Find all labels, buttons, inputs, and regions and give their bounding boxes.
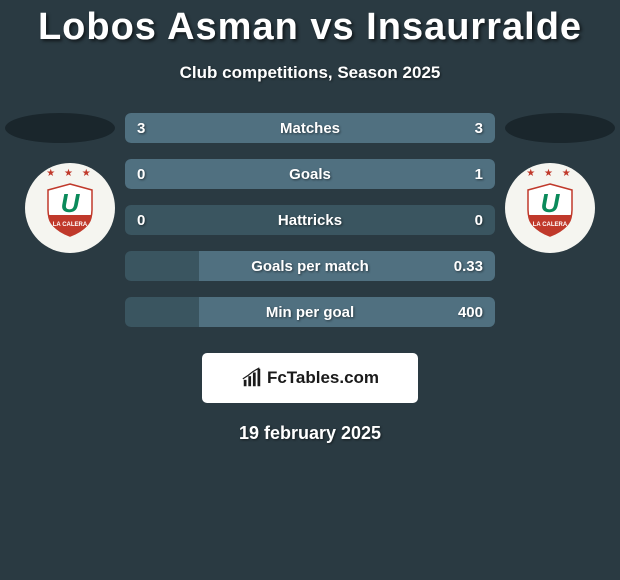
date-label: 19 february 2025	[0, 423, 620, 444]
stat-value-right: 1	[475, 166, 483, 183]
stat-row: 0Goals1	[125, 159, 495, 189]
stat-label: Goals per match	[125, 258, 495, 275]
stat-row: Min per goal400	[125, 297, 495, 327]
stat-label: Matches	[125, 120, 495, 137]
stat-value-right: 400	[458, 304, 483, 321]
svg-text:U: U	[61, 188, 81, 218]
stat-label: Goals	[125, 166, 495, 183]
stat-value-right: 0	[475, 212, 483, 229]
stat-value-right: 0.33	[454, 258, 483, 275]
logo-right-stars: ★ ★ ★	[514, 168, 586, 179]
logo-left-shield: U LA CALERA	[42, 182, 98, 238]
branding-text: FcTables.com	[267, 368, 379, 388]
logo-left-inner: ★ ★ ★ U LA CALERA	[34, 172, 106, 244]
shield-icon: U LA CALERA	[522, 182, 578, 238]
stat-row: 0Hattricks0	[125, 205, 495, 235]
svg-text:LA CALERA: LA CALERA	[53, 222, 88, 228]
shield-icon: U LA CALERA	[42, 182, 98, 238]
logo-right-inner: ★ ★ ★ U LA CALERA	[514, 172, 586, 244]
team-logo-right: ★ ★ ★ U LA CALERA	[505, 163, 595, 253]
page-title: Lobos Asman vs Insaurralde	[0, 6, 620, 49]
chart-icon	[241, 367, 263, 389]
page-subtitle: Club competitions, Season 2025	[0, 63, 620, 83]
stat-label: Hattricks	[125, 212, 495, 229]
svg-text:LA CALERA: LA CALERA	[533, 222, 568, 228]
logo-left-stars: ★ ★ ★	[34, 168, 106, 179]
shadow-right	[505, 113, 615, 143]
stat-row: 3Matches3	[125, 113, 495, 143]
stat-value-right: 3	[475, 120, 483, 137]
stat-label: Min per goal	[125, 304, 495, 321]
branding-badge: FcTables.com	[202, 353, 418, 403]
stats-list: 3Matches30Goals10Hattricks0Goals per mat…	[125, 113, 495, 327]
stat-row: Goals per match0.33	[125, 251, 495, 281]
content-area: ★ ★ ★ U LA CALERA ★ ★ ★	[0, 113, 620, 444]
svg-text:U: U	[541, 188, 561, 218]
infographic-root: Lobos Asman vs Insaurralde Club competit…	[0, 0, 620, 444]
logo-right-shield: U LA CALERA	[522, 182, 578, 238]
shadow-left	[5, 113, 115, 143]
team-logo-left: ★ ★ ★ U LA CALERA	[25, 163, 115, 253]
